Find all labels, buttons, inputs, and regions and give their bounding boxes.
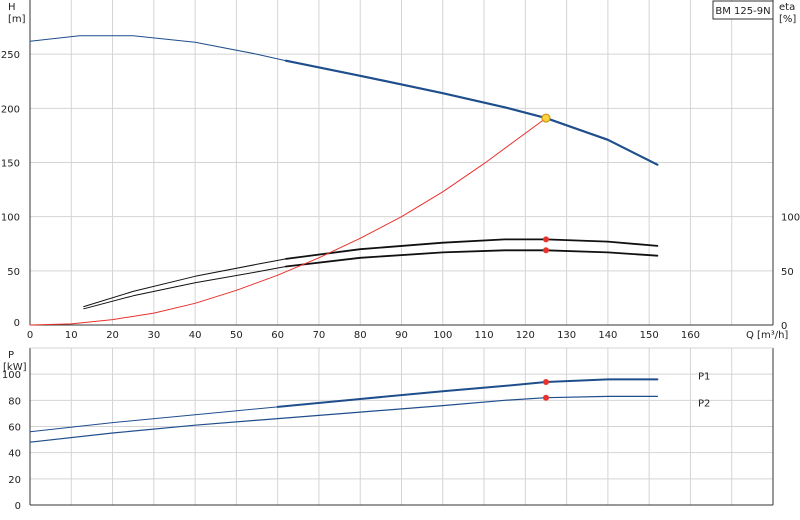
y2-tick-label: 0 bbox=[781, 321, 787, 332]
power-panel-series bbox=[29, 378, 659, 443]
p1-curve-line-thin bbox=[29, 406, 279, 433]
head-panel-series bbox=[29, 35, 659, 326]
x-tick-label: 70 bbox=[313, 330, 326, 341]
y-tick-label: 100 bbox=[1, 213, 20, 224]
model-label-box bbox=[712, 0, 774, 20]
x-tick-label: 130 bbox=[557, 330, 576, 341]
p-tick-label: 40 bbox=[8, 449, 21, 460]
x-tick-label: 100 bbox=[433, 330, 452, 341]
p-tick-label: 0 bbox=[15, 501, 21, 512]
head-panel-operating-points bbox=[541, 113, 551, 254]
y-tick-label: 150 bbox=[1, 159, 20, 170]
x-tick-label: 20 bbox=[106, 330, 119, 341]
y-tick-label: 50 bbox=[7, 267, 20, 278]
p2-series-label: P2 bbox=[698, 398, 710, 409]
duty-point-power bbox=[542, 394, 549, 401]
model-label: BM 125-9N bbox=[715, 6, 770, 17]
y-tick-label: 200 bbox=[1, 104, 20, 115]
head-curve-line bbox=[284, 59, 659, 166]
p-axis-unit: [kW] bbox=[3, 362, 27, 373]
p-tick-label: 100 bbox=[2, 370, 21, 381]
p-axis-title: P bbox=[8, 350, 14, 361]
x-tick-label: 60 bbox=[271, 330, 284, 341]
x-tick-label: 50 bbox=[230, 330, 243, 341]
y2-tick-label: 50 bbox=[781, 267, 794, 278]
x-tick-label: 30 bbox=[147, 330, 160, 341]
x-tick-label: 90 bbox=[395, 330, 408, 341]
p1-curve-line bbox=[276, 378, 659, 408]
x-tick-label: 140 bbox=[598, 330, 617, 341]
eff-total-line-thin bbox=[83, 258, 287, 308]
p1-series-label: P1 bbox=[698, 371, 710, 382]
p-tick-label: 60 bbox=[8, 423, 21, 434]
power-panel-grid bbox=[29, 347, 774, 506]
duty-point-power bbox=[542, 379, 549, 386]
x-tick-label: 160 bbox=[681, 330, 700, 341]
y-axis-title: H bbox=[8, 2, 16, 13]
x-tick-label: 80 bbox=[354, 330, 367, 341]
x-tick-label: 150 bbox=[640, 330, 659, 341]
y2-axis-unit: [%] bbox=[779, 14, 796, 25]
system-curve-line bbox=[29, 117, 547, 326]
eff-pump-line-thin bbox=[83, 266, 287, 310]
x-tick-label: 40 bbox=[189, 330, 202, 341]
p-tick-label: 20 bbox=[8, 475, 21, 486]
x-tick-label: 110 bbox=[475, 330, 494, 341]
y-axis-unit: [m] bbox=[8, 14, 26, 25]
y-tick-label: 250 bbox=[1, 50, 20, 61]
y2-axis-title: eta bbox=[779, 2, 795, 13]
eff-total-line bbox=[284, 238, 659, 260]
head-curve-line-thin bbox=[29, 35, 287, 62]
p2-curve-line bbox=[29, 395, 659, 443]
y-tick-label: 0 bbox=[14, 318, 20, 329]
x-axis-title: Q [m³/h] bbox=[746, 330, 788, 341]
eff-pump-line bbox=[284, 249, 659, 268]
power-panel-operating-points bbox=[542, 379, 549, 401]
y2-tick-label: 100 bbox=[781, 213, 800, 224]
p-tick-label: 80 bbox=[8, 396, 21, 407]
duty-point-efficiency bbox=[542, 247, 549, 254]
x-tick-label: 0 bbox=[27, 330, 33, 341]
head-panel-grid bbox=[29, 0, 774, 326]
duty-point-head bbox=[541, 113, 551, 123]
x-tick-label: 10 bbox=[65, 330, 78, 341]
x-tick-label: 120 bbox=[516, 330, 535, 341]
duty-point-efficiency bbox=[542, 236, 549, 243]
